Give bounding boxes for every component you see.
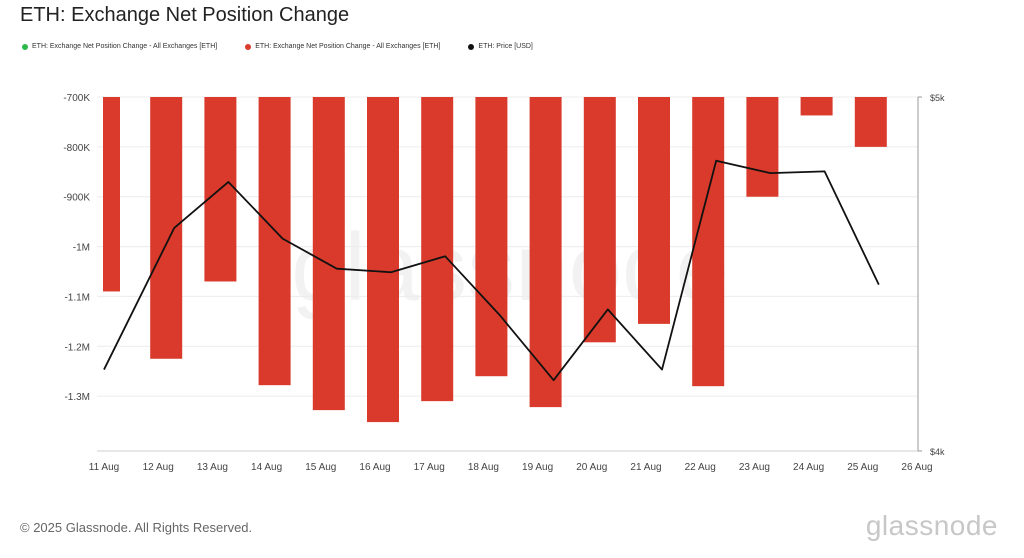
x-tick-label: 14 Aug (251, 462, 282, 473)
x-tick-label: 25 Aug (847, 462, 878, 473)
bar (583, 97, 616, 343)
chart-area: glassnode -700K -800K -900K -1M -1.1M -1.2M -1.… (0, 80, 1024, 480)
x-tick-label: 17 Aug (414, 462, 445, 473)
bar (475, 97, 508, 377)
x-tick-label: 12 Aug (143, 462, 174, 473)
bar (421, 97, 454, 402)
x-tick-label: 21 Aug (630, 462, 661, 473)
copyright-footer: © 2025 Glassnode. All Rights Reserved. (20, 520, 253, 535)
price-line (103, 159, 880, 382)
legend: ETH: Exchange Net Position Change - All … (22, 43, 533, 50)
y-right-tick-label: $5k (930, 93, 945, 103)
bar (746, 97, 779, 197)
x-tick-label: 20 Aug (576, 462, 607, 473)
legend-item-price[interactable]: ETH: Price [USD] (468, 43, 533, 50)
bar (529, 97, 562, 408)
y-tick-label: -1M (73, 243, 90, 254)
x-tick-label: 23 Aug (739, 462, 770, 473)
y-tick-label: -1.3M (64, 392, 90, 403)
legend-dot-green (22, 43, 28, 50)
bar (854, 97, 887, 147)
x-tick-label: 15 Aug (305, 462, 336, 473)
chart-svg: glassnode-700K-800K-900K-1M-1.1M-1.2M-1.… (63, 93, 945, 473)
bar (800, 97, 833, 116)
x-tick-label: 18 Aug (468, 462, 499, 473)
x-tick-label: 16 Aug (359, 462, 390, 473)
bar (150, 97, 183, 359)
x-tick-label: 26 Aug (901, 462, 932, 473)
bar (367, 97, 399, 423)
legend-item-red[interactable]: ETH: Exchange Net Position Change - All … (245, 43, 440, 50)
x-tick-label: 11 Aug (89, 462, 119, 473)
x-tick-label: 19 Aug (522, 462, 553, 473)
bar (692, 97, 725, 387)
y-tick-label: -800K (63, 143, 90, 154)
y-tick-label: -900K (63, 193, 90, 204)
x-tick-label: 13 Aug (197, 462, 228, 473)
y-tick-label: -1.1M (64, 292, 90, 303)
legend-dot-price (468, 43, 475, 50)
x-tick-label: 22 Aug (685, 462, 716, 473)
bar (312, 97, 345, 411)
y-tick-label: -1.2M (64, 342, 90, 353)
legend-dot-red (245, 43, 252, 50)
y-right-tick-label: $4k (930, 447, 945, 457)
legend-label-price: ETH: Price [USD] (478, 43, 533, 50)
x-tick-label: 24 Aug (793, 462, 824, 473)
legend-label-red: ETH: Exchange Net Position Change - All … (255, 43, 441, 50)
bar (103, 97, 120, 292)
legend-label-green: ETH: Exchange Net Position Change - All … (32, 43, 218, 50)
glassnode-logo: glassnode (865, 510, 998, 541)
chart-title: ETH: Exchange Net Position Change (20, 4, 350, 26)
legend-item-green[interactable]: ETH: Exchange Net Position Change - All … (22, 43, 217, 50)
y-tick-label: -700K (63, 93, 90, 104)
bar (638, 97, 670, 324)
